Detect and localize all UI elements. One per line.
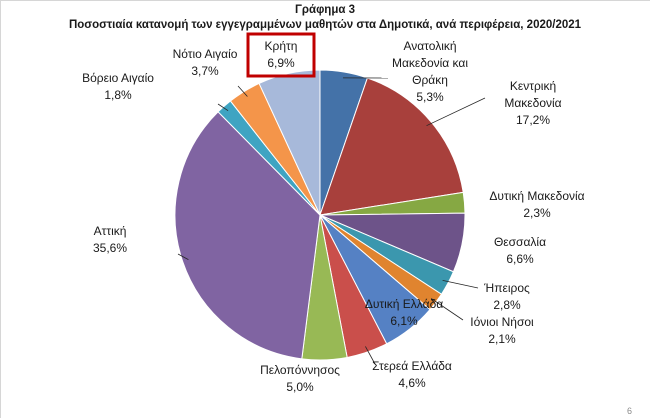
slice-name-line: Νότιο Αιγαίο <box>173 47 238 61</box>
slice-label-ipeiros: Ήπειρος 2,8% <box>483 281 530 312</box>
leader-line-attiki <box>177 253 189 260</box>
slice-label-anatoliki-makedonia-thraki: Ανατολική Μακεδονία και Θράκη 5,3% <box>392 39 468 104</box>
pie-slices <box>174 69 466 361</box>
slice-name-line: Κεντρική <box>510 79 556 93</box>
slice-name-line: Ιόνιοι Νήσοι <box>470 315 534 329</box>
slice-name-line: Αττική <box>94 224 127 238</box>
slice-label-kentriki-makedonia: Κεντρική Μακεδονία 17,2% <box>504 79 561 127</box>
slice-value-label: 17,2% <box>516 113 550 127</box>
slice-value-label: 4,6% <box>398 376 426 390</box>
leader-line-kentriki-makedonia <box>426 97 486 127</box>
slice-value-label: 6,1% <box>390 314 418 328</box>
chart-title: Γράφημα 3 <box>294 4 356 16</box>
highlight-box <box>246 32 316 78</box>
slice-name-line: Δυτική Ελλάδα <box>365 297 443 311</box>
slice-value-label: 35,6% <box>93 241 127 255</box>
slice-label-attiki: Αττική 35,6% <box>93 224 127 255</box>
slice-label-kriti: Κρήτη 6,9% <box>265 39 298 70</box>
slice-name-line: Στερεά Ελλάδα <box>372 359 452 373</box>
leader-line-voreio-aigaio <box>217 103 229 112</box>
slice-value-label: 6,6% <box>506 252 534 266</box>
pie-slice-kentriki-makedonia <box>319 77 464 216</box>
slice-name-line: Ήπειρος <box>483 281 530 295</box>
slice-name-line: Δυτική Μακεδονία <box>489 189 584 203</box>
chart-heading: Γράφημα 3 Ποσοστιαία κατανομή των εγγεγρ… <box>0 3 650 33</box>
pie-slice-attiki <box>174 111 321 360</box>
slice-value-label: 6,9% <box>267 56 295 70</box>
slice-name-line: Μακεδονία και <box>392 56 468 70</box>
slice-value-label: 3,7% <box>191 64 219 78</box>
slice-name-line: Μακεδονία <box>504 96 561 110</box>
slice-labels: Ανατολική Μακεδονία και Θράκη 5,3% Κεντρική Μ… <box>82 39 585 394</box>
pie-slice-kriti <box>258 69 321 216</box>
slice-value-label: 2,8% <box>493 298 521 312</box>
slice-label-sterea-ellada: Στερεά Ελλάδα 4,6% <box>372 359 452 390</box>
slice-name-line: Θράκη <box>412 73 448 87</box>
slice-value-label: 5,0% <box>286 380 314 394</box>
page-number: 6 <box>626 406 632 416</box>
leader-line-sterea-ellada <box>365 346 376 365</box>
slice-name-line: Πελοπόννησος <box>260 363 340 377</box>
slice-label-dytiki-makedonia: Δυτική Μακεδονία 2,3% <box>489 189 584 220</box>
slice-label-voreio-aigaio: Βόρειο Αιγαίο 1,8% <box>82 71 154 102</box>
slice-label-thessalia: Θεσσαλία 6,6% <box>494 235 546 266</box>
leader-lines <box>177 77 486 365</box>
slice-name-line: Ανατολική <box>403 39 456 53</box>
slice-name-line: Θεσσαλία <box>494 235 546 249</box>
slice-name-line: Βόρειο Αιγαίο <box>82 71 154 85</box>
slice-value-label: 1,8% <box>104 88 132 102</box>
slice-value-label: 2,3% <box>523 206 551 220</box>
chart-subtitle: Ποσοστιαία κατανομή των εγγεγραμμένων μα… <box>68 19 582 31</box>
leader-line-notio-aigaio <box>237 85 248 97</box>
slice-label-ionioi-nisoi: Ιόνιοι Νήσοι 2,1% <box>470 315 534 346</box>
slice-label-dytiki-ellada: Δυτική Ελλάδα 6,1% <box>365 297 443 328</box>
leader-line-ionioi-nisoi <box>430 298 464 321</box>
slice-label-notio-aigaio: Νότιο Αιγαίο 3,7% <box>173 47 238 78</box>
slice-label-peloponnisos: Πελοπόννησος 5,0% <box>260 363 340 394</box>
slice-value-label: 2,1% <box>488 332 516 346</box>
slice-name-line: Κρήτη <box>265 39 298 53</box>
leader-line-ipeiros <box>442 280 479 289</box>
slice-value-label: 5,3% <box>416 90 444 104</box>
